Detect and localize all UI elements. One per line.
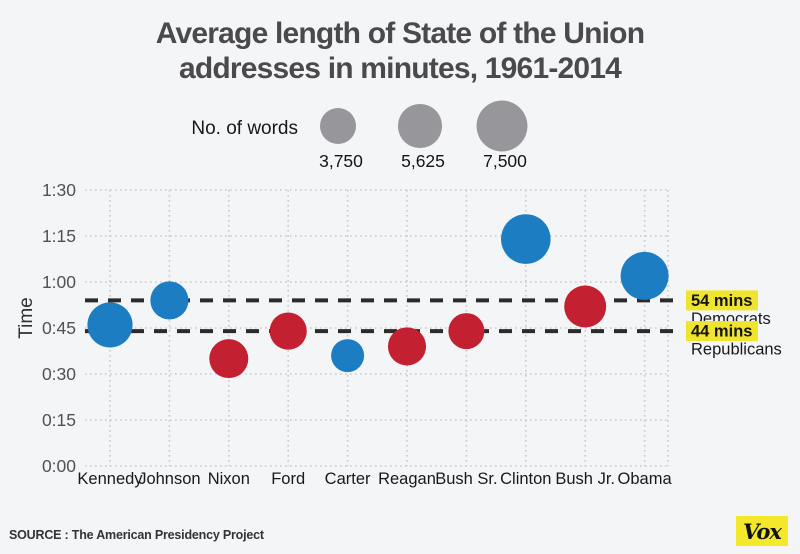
x-tick-label: Bush Jr. <box>555 470 615 488</box>
y-tick-label: 0:15 <box>42 410 76 430</box>
chart-title-line2: addresses in minutes, 1961-2014 <box>178 52 622 85</box>
y-tick-label: 0:00 <box>42 456 76 476</box>
legend-title: No. of words <box>191 118 298 139</box>
x-tick-label: Johnson <box>138 470 200 488</box>
annotation-mins-label: 54 mins <box>691 292 752 310</box>
x-tick-label: Carter <box>325 470 371 488</box>
source-credit: SOURCE : The American Presidency Project <box>9 528 264 542</box>
legend-bubble-label: 3,750 <box>319 151 363 171</box>
x-tick-label: Ford <box>271 470 305 488</box>
bubble-kennedy <box>87 302 133 348</box>
y-tick-label: 1:00 <box>42 272 76 292</box>
x-tick-label: Kennedy <box>77 470 143 488</box>
bubble-johnson <box>150 281 189 320</box>
legend-bubble-label: 5,625 <box>401 151 445 171</box>
chart-title: Average length of State of the Union add… <box>0 16 800 86</box>
bubble-nixon <box>209 339 249 379</box>
y-axis-title: Time <box>16 297 37 339</box>
bubble-reagan <box>387 327 427 366</box>
legend-bubble <box>397 103 443 149</box>
y-tick-label: 0:30 <box>42 364 76 384</box>
bubble-clinton <box>501 214 551 264</box>
legend-bubble-label: 7,500 <box>483 151 527 171</box>
bubble-bush-jr <box>564 285 607 328</box>
bubble-obama <box>620 251 669 300</box>
chart-title-line1: Average length of State of the Union <box>155 17 645 50</box>
x-tick-label: Nixon <box>208 470 250 488</box>
bubble-ford <box>269 312 307 350</box>
legend-bubble <box>319 107 357 145</box>
x-tick-label: Clinton <box>500 470 551 488</box>
legend-bubble <box>476 100 528 152</box>
annotation-mins-label: 44 mins <box>691 323 752 341</box>
x-tick-label: Obama <box>618 470 673 488</box>
annotation-highlight <box>686 321 758 342</box>
annotation-party-label: Republicans <box>691 341 782 359</box>
bubble-bush-sr <box>448 313 485 350</box>
bubble-carter <box>331 339 365 373</box>
annotation-highlight <box>686 290 758 311</box>
x-tick-label: Reagan <box>378 470 436 488</box>
vox-logo-text: Vox <box>743 518 782 544</box>
y-tick-label: 1:15 <box>42 226 76 246</box>
x-tick-label: Bush Sr. <box>435 470 497 488</box>
y-tick-label: 1:30 <box>42 180 76 200</box>
vox-logo: Vox <box>736 516 788 546</box>
y-tick-label: 0:45 <box>42 318 76 338</box>
